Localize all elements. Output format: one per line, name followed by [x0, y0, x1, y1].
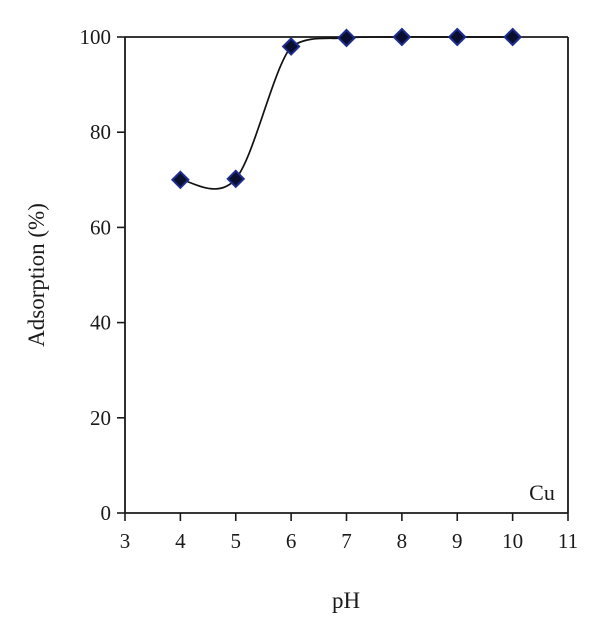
data-point-marker	[281, 37, 301, 56]
x-tick-label: 4	[175, 529, 186, 553]
y-tick-label: 100	[80, 25, 112, 49]
y-tick-label: 60	[90, 215, 111, 239]
data-point-marker	[503, 27, 523, 47]
x-tick-label: 6	[286, 529, 297, 553]
data-point-marker	[392, 27, 412, 47]
x-tick-label: 10	[502, 529, 523, 553]
data-point-marker	[447, 27, 467, 47]
data-markers	[170, 27, 523, 190]
axes: 3 4 5 6 7 8 9 10 11 0 20 40 60 80 100	[80, 25, 579, 553]
fit-curve-layer	[180, 36, 513, 190]
x-tick-label: 8	[397, 529, 408, 553]
y-tick-label: 80	[90, 120, 111, 144]
y-tick-label: 40	[90, 311, 111, 335]
x-tick-label: 5	[231, 529, 242, 553]
x-axis-title: pH	[332, 588, 360, 613]
fit-curve	[180, 36, 513, 190]
data-point-marker	[170, 170, 190, 190]
data-point-marker	[226, 169, 246, 189]
y-tick-label: 20	[90, 406, 111, 430]
data-point-marker	[337, 28, 356, 48]
element-annotation: Cu	[529, 480, 555, 505]
x-tick-label: 11	[558, 529, 578, 553]
y-axis-title: Adsorption (%)	[24, 203, 49, 347]
x-tick-label: 3	[120, 529, 131, 553]
x-tick-label: 9	[452, 529, 463, 553]
y-tick-label: 0	[101, 501, 112, 525]
x-tick-label: 7	[341, 529, 352, 553]
